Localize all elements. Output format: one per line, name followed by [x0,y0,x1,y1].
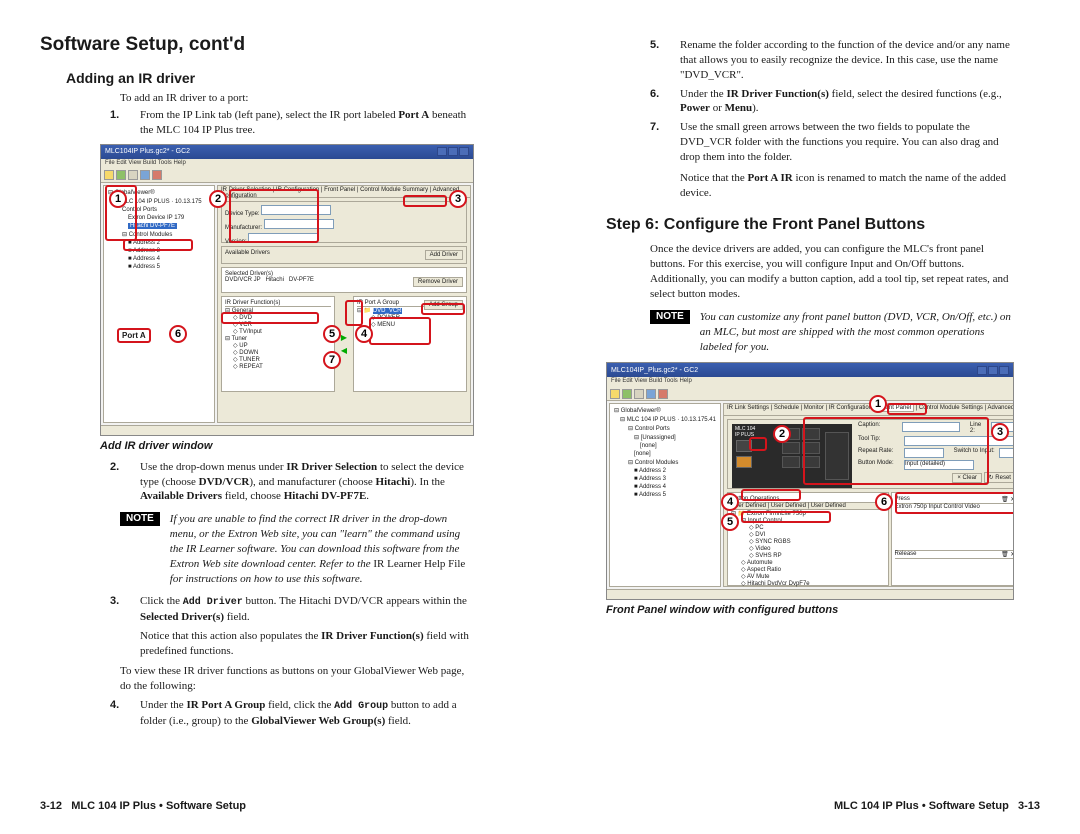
callout-box [229,189,319,243]
toolbar [101,169,473,183]
toolbar-icon[interactable] [116,170,126,180]
page-left: Software Setup, cont'd Adding an IR driv… [0,0,540,834]
page-right: 5. Rename the folder according to the fu… [540,0,1080,834]
toolbar-icon[interactable] [610,389,620,399]
note-1: NOTE If you are unable to find the corre… [120,512,474,586]
step-list-r1: 5. Rename the folder according to the fu… [640,38,1014,200]
window-titlebar: MLC104IP_Plus.gc2* - GC2 [607,363,1013,377]
callout-box [123,239,193,251]
note-text: You can customize any front panel button… [700,310,1014,355]
step-3: 3. Click the Add Driver button. The Hita… [100,594,474,658]
step-num: 3. [110,594,119,609]
toolbar-icon[interactable] [622,389,632,399]
note-badge: NOTE [120,512,160,526]
callout-box [221,312,319,324]
step-num: 1. [110,108,119,123]
page-number: 3-12 [40,800,62,812]
callout-box [741,511,831,523]
step-num: 7. [650,120,659,135]
window-title: MLC104IP_Plus.gc2* - GC2 [611,367,698,374]
maximize-icon[interactable] [988,366,998,375]
intro-line: To add an IR driver to a port: [120,92,474,104]
status-bar [607,589,1013,599]
callout-box [895,492,1014,514]
menubar[interactable]: File Edit View Build Tools Help [101,159,473,169]
callout-box [369,317,431,345]
callout-box [887,403,927,415]
callout-box [803,417,989,485]
step-7: 7. Use the small green arrows between th… [640,120,1014,200]
step-4: 4. Under the IR Port A Group field, clic… [100,698,474,728]
note-badge: NOTE [650,310,690,324]
callout-box [749,437,767,451]
note-text: If you are unable to find the correct IR… [170,512,474,586]
figure-caption: Front Panel window with configured butto… [606,604,1014,616]
window-controls [977,366,1009,375]
callout-2: 2 [209,190,227,208]
callout-box [345,300,363,326]
footer-left: 3-12 MLC 104 IP Plus • Software Setup [40,800,246,812]
remove-driver-button[interactable]: Remove Driver [413,277,463,287]
status-bar [101,425,473,435]
step-6-body: Once the device drivers are added, you c… [650,242,1014,301]
figure-add-ir-driver: MLC104IP Plus.gc2* - GC2 File Edit View … [100,144,474,436]
toolbar-icon[interactable] [140,170,150,180]
step-list-1: 1. From the IP Link tab (left pane), sel… [100,108,474,138]
close-icon[interactable] [999,366,1009,375]
figure-front-panel: MLC104IP_Plus.gc2* - GC2 File Edit View … [606,362,1014,600]
toolbar-icon[interactable] [104,170,114,180]
step-6-title: Step 6: Configure the Front Panel Button… [606,216,1014,234]
callout-5: 5 [323,325,341,343]
step-num: 2. [110,460,119,475]
callout-4: 4 [355,325,373,343]
callout-7: 7 [323,351,341,369]
sub-title: Adding an IR driver [66,70,474,86]
step-list-4: 4. Under the IR Port A Group field, clic… [100,698,474,728]
toolbar-icon[interactable] [658,389,668,399]
maximize-icon[interactable] [448,147,458,156]
step-num: 4. [110,698,119,713]
para-view: To view these IR driver functions as but… [120,664,474,694]
callout-6: 6 [169,325,187,343]
menubar[interactable]: File Edit View Build Tools Help [607,377,1013,387]
step-1: 1. From the IP Link tab (left pane), sel… [100,108,474,138]
step-6: 6. Under the IR Driver Function(s) field… [640,87,1014,117]
callout-box [741,489,801,501]
step-5: 5. Rename the folder according to the fu… [640,38,1014,83]
footer-right: MLC 104 IP Plus • Software Setup 3-13 [834,800,1040,812]
step-2: 2. Use the drop-down menus under IR Driv… [100,460,474,505]
add-driver-button[interactable]: Add Driver [425,250,463,260]
callout-box [403,195,447,207]
note-2: NOTE You can customize any front panel b… [650,310,1014,355]
close-icon[interactable] [459,147,469,156]
callout-1: 1 [109,190,127,208]
toolbar-icon[interactable] [128,170,138,180]
window-title: MLC104IP Plus.gc2* - GC2 [105,148,190,155]
section-title: Software Setup, cont'd [40,34,500,56]
step-num: 5. [650,38,659,53]
toolbar-icon[interactable] [152,170,162,180]
step-list-3: 3. Click the Add Driver button. The Hita… [100,594,474,658]
window-titlebar: MLC104IP Plus.gc2* - GC2 [101,145,473,159]
callout-box [421,303,465,315]
callout-3: 3 [449,190,467,208]
tree-pane[interactable]: ⊟ GlobalViewer® ⊟ MLC 104 IP PLUS · 10.1… [609,403,721,587]
step-num: 6. [650,87,659,102]
page-number: 3-13 [1018,800,1040,812]
step-list-2: 2. Use the drop-down menus under IR Driv… [100,460,474,505]
window-controls [437,147,469,156]
figure-caption: Add IR driver window [100,440,474,452]
toolbar-icon[interactable] [646,389,656,399]
toolbar-icon[interactable] [634,389,644,399]
minimize-icon[interactable] [437,147,447,156]
toolbar [607,387,1013,401]
callout-porta-label: Port A [117,328,151,343]
minimize-icon[interactable] [977,366,987,375]
